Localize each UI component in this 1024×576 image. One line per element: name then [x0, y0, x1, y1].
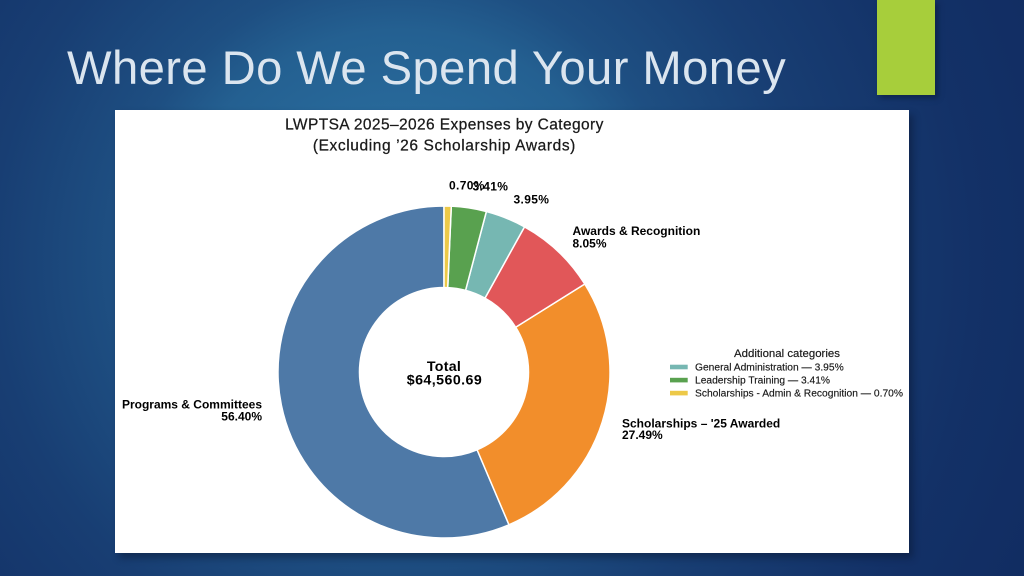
svg-text:Leadership Training — 3.41%: Leadership Training — 3.41% [695, 376, 830, 387]
svg-text:27.49%: 27.49% [622, 428, 663, 442]
svg-text:8.05%: 8.05% [573, 237, 607, 251]
svg-text:LWPTSA 2025–2026 Expenses by C: LWPTSA 2025–2026 Expenses by Category [285, 116, 604, 133]
svg-text:$64,560.69: $64,560.69 [407, 373, 483, 389]
svg-text:0.70%: 0.70% [449, 179, 485, 193]
svg-text:Awards & Recognition: Awards & Recognition [573, 224, 701, 238]
svg-text:3.95%: 3.95% [514, 193, 550, 207]
svg-text:Scholarships – '25 Awarded: Scholarships – '25 Awarded [622, 416, 780, 430]
svg-text:Scholarships - Admin & Recogni: Scholarships - Admin & Recognition — 0.7… [695, 389, 903, 400]
svg-text:3.41%: 3.41% [473, 180, 509, 194]
svg-text:(Excluding ’26 Scholarship Awa: (Excluding ’26 Scholarship Awards) [313, 138, 576, 155]
svg-text:Additional categories: Additional categories [734, 348, 840, 360]
svg-text:Programs & Committees: Programs & Committees [122, 397, 262, 411]
svg-text:Total: Total [427, 359, 461, 375]
svg-text:56.40%: 56.40% [221, 410, 262, 424]
svg-text:General Administration — 3.95%: General Administration — 3.95% [695, 363, 844, 374]
